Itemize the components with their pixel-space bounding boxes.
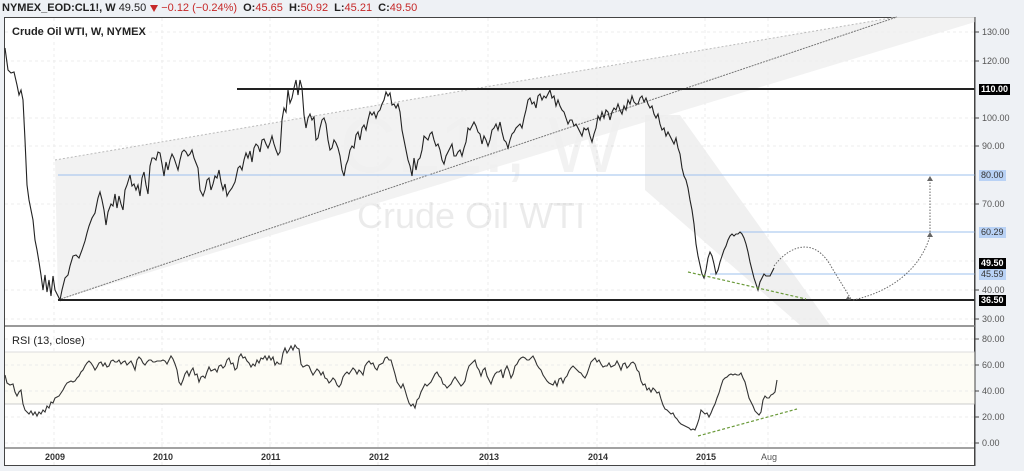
rsi-band	[5, 352, 975, 404]
time-label-2010: 2010	[153, 452, 173, 462]
price-label: 130.00	[982, 27, 1010, 37]
high-value: 50.92	[300, 2, 329, 14]
open-label: O:	[243, 2, 256, 14]
rsi-line	[4, 343, 778, 431]
symbol-header: NYMEX_EOD:CL1!, W 49.50 −0.12 (−0.24%) O:4…	[0, 0, 1024, 17]
time-label-aug: Aug	[761, 452, 777, 462]
price-label: 40.00	[982, 285, 1005, 295]
high-label: H:	[288, 2, 301, 14]
price-axis-ticks	[975, 31, 979, 444]
rsi-label: 20.00	[982, 412, 1005, 422]
rising-channel[interactable]	[55, 17, 975, 300]
time-label-2012: 2012	[369, 452, 389, 462]
price-label: 70.00	[982, 199, 1005, 209]
arrow-up-icon	[927, 176, 933, 181]
price-tag-80: 80.00	[979, 170, 1006, 181]
time-label-2009: 2009	[45, 452, 65, 462]
price-change: −0.12 (−0.24%)	[161, 2, 238, 14]
price-label: 120.00	[982, 56, 1010, 66]
rsi-label: 80.00	[982, 334, 1005, 344]
low-value: 45.21	[344, 2, 373, 14]
time-label-2015: 2015	[696, 452, 716, 462]
price-tag-last: 49.50	[979, 258, 1006, 269]
price-tag-3650: 36.50	[979, 295, 1006, 306]
price-tag-4559: 45.59	[979, 269, 1006, 280]
time-label-2011: 2011	[261, 452, 281, 462]
main-pane-title: Crude Oil WTI, W, NYMEX	[12, 26, 146, 38]
time-label-2013: 2013	[479, 452, 499, 462]
price-label: 100.00	[982, 113, 1010, 123]
rsi-label: 40.00	[982, 386, 1005, 396]
rsi-pane-title: RSI (13, close)	[12, 335, 85, 347]
projection-up-arc[interactable]	[852, 235, 931, 301]
price-divergence-line[interactable]	[687, 271, 807, 300]
price-tag-110: 110.00	[979, 84, 1011, 95]
rsi-label: 60.00	[982, 360, 1005, 370]
close-value: 49.50	[389, 2, 418, 14]
close-label: C:	[378, 2, 390, 14]
down-triangle-icon	[150, 4, 159, 12]
rsi-label: 0.00	[982, 438, 1000, 448]
price-label: 30.00	[982, 314, 1005, 324]
price-line	[4, 47, 775, 302]
channel-lower-line[interactable]	[57, 16, 898, 301]
low-label: L:	[334, 2, 345, 14]
time-label-2014: 2014	[588, 452, 608, 462]
arrow-down-icon	[846, 296, 851, 300]
falling-channel[interactable]	[645, 115, 830, 325]
price-tag-6029: 60.29	[979, 227, 1006, 238]
last-price: 49.50	[118, 2, 147, 14]
arrow-up-icon	[927, 232, 933, 237]
open-value: 45.65	[255, 2, 283, 14]
rsi-divergence-line[interactable]	[697, 408, 798, 437]
watermark-name: Crude Oil WTI	[357, 195, 585, 236]
symbol-name[interactable]: NYMEX_EOD:CL1!, W	[2, 2, 116, 14]
price-label: 90.00	[982, 141, 1005, 151]
